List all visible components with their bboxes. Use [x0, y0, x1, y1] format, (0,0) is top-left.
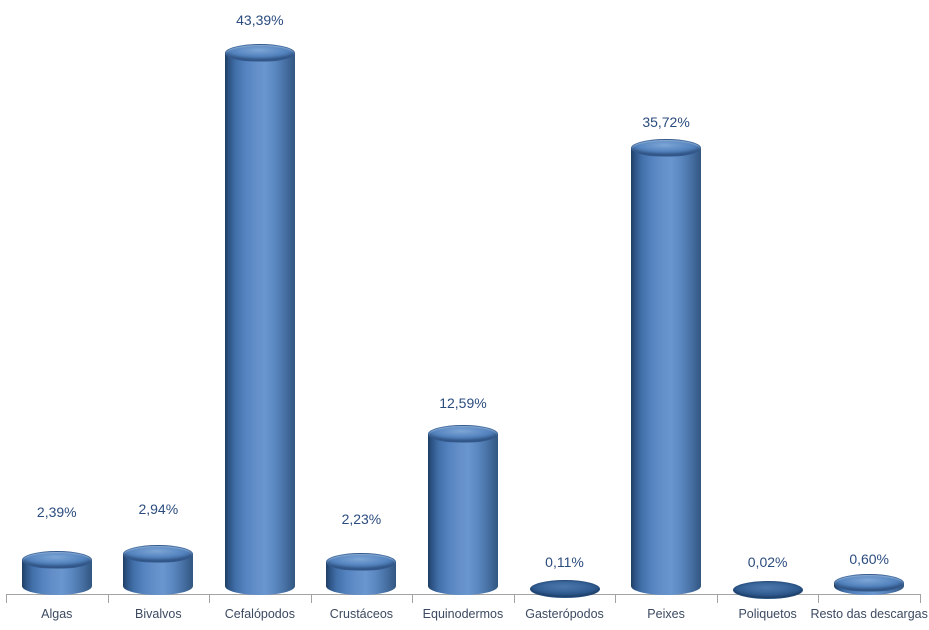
bar-cylinder-top — [834, 573, 905, 592]
x-axis-tick — [615, 594, 617, 603]
category-label: Resto das descargas — [810, 607, 928, 621]
bar-cylinder-top — [732, 580, 803, 599]
category-label: Poliquetos — [738, 607, 797, 621]
bar-cylinder-body — [427, 434, 498, 595]
x-axis-tick — [209, 594, 211, 603]
bar-cylinder-top — [631, 138, 702, 157]
bar-cylinder-top — [427, 425, 498, 444]
bar-cylinder-body — [631, 147, 702, 595]
data-label: 0,02% — [747, 553, 788, 570]
data-label: 2,39% — [36, 504, 77, 521]
category-label: Peixes — [647, 607, 685, 621]
category-label: Algas — [41, 607, 73, 621]
bar-cylinder-body — [224, 52, 295, 595]
x-axis-tick — [716, 594, 718, 603]
category-label: Bivalvos — [135, 607, 182, 621]
bar-cylinder-top — [21, 551, 92, 570]
data-label: 43,39% — [236, 11, 284, 28]
bar-cylinder-top — [123, 544, 194, 563]
data-label: 2,23% — [341, 511, 382, 528]
x-axis-tick — [107, 594, 109, 603]
data-label: 12,59% — [439, 395, 487, 412]
data-label: 35,72% — [642, 113, 690, 130]
data-label: 2,94% — [138, 500, 179, 517]
category-label: Equinodermos — [422, 607, 504, 621]
data-label: 0,11% — [545, 553, 584, 570]
category-label: Crustáceos — [329, 607, 394, 621]
bar-cylinder-top — [529, 579, 600, 598]
x-axis-tick — [6, 594, 7, 603]
x-axis-tick — [513, 594, 515, 603]
x-axis-tick — [818, 594, 820, 603]
x-axis-tick — [310, 594, 312, 603]
category-label: Cefalópodos — [224, 607, 295, 621]
category-label: Gasterópodos — [525, 607, 604, 621]
bar-cylinder-top — [326, 553, 397, 572]
bar-cylinder-top — [224, 43, 295, 62]
x-axis-tick — [412, 594, 414, 603]
x-axis-tick — [919, 594, 921, 603]
data-label: 0,60% — [849, 550, 890, 567]
